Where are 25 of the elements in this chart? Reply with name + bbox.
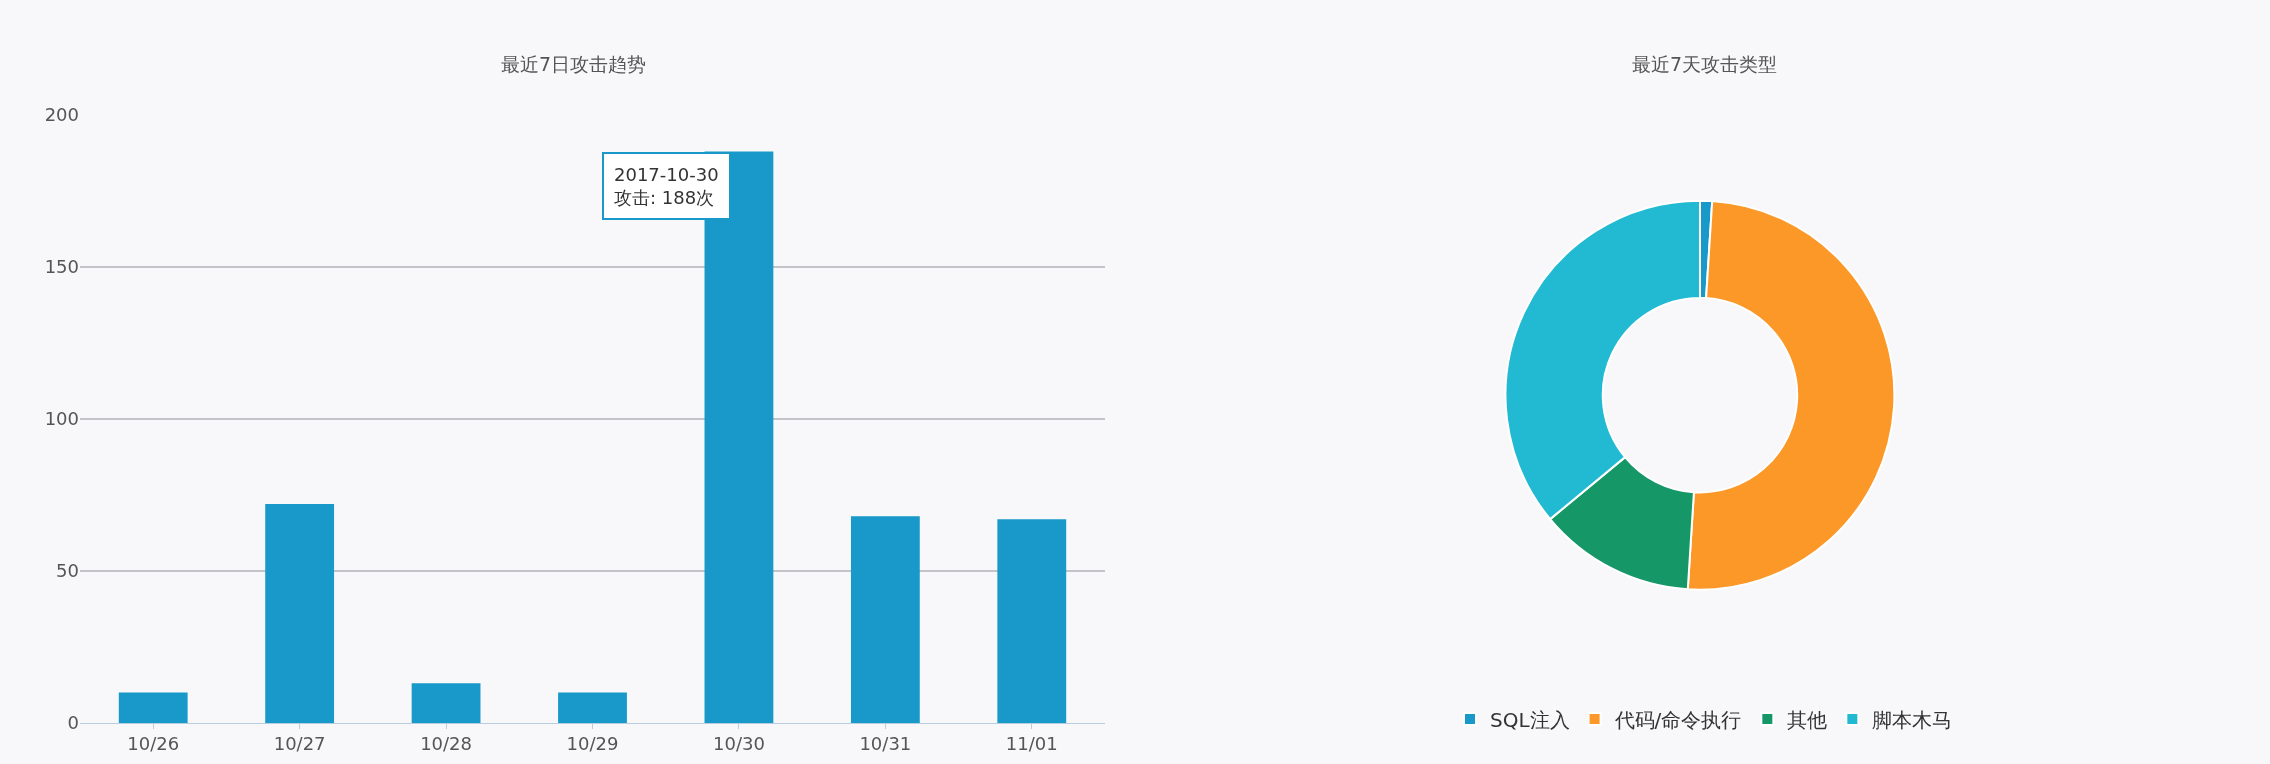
- x-tick-label: 10/29: [566, 733, 619, 755]
- y-tick-label: 200: [44, 104, 79, 126]
- x-tick-label: 10/31: [859, 733, 912, 755]
- x-tick-label: 11/01: [1005, 733, 1058, 755]
- y-tick-label: 100: [44, 408, 79, 430]
- legend-label: 其他: [1787, 707, 1828, 732]
- bar: [265, 504, 335, 723]
- y-tick-label: 150: [44, 256, 79, 278]
- annotation: 2017-10-30 攻击: 188次: [614, 164, 719, 209]
- legend-label: 脚本木马: [1872, 707, 1953, 732]
- x-tick-label: 10/28: [420, 733, 473, 755]
- x-tick-label: 10/30: [712, 733, 765, 755]
- legend-label: SQL注入: [1490, 707, 1570, 732]
- bar: [850, 516, 920, 723]
- legend-label: 代码/命令执行: [1613, 707, 1742, 732]
- bar: [558, 692, 627, 723]
- bar: [411, 683, 481, 723]
- y-tick-label: 50: [56, 560, 79, 582]
- y-tick-label: 0: [67, 712, 79, 734]
- bar: [997, 519, 1067, 723]
- bar: [118, 692, 188, 723]
- x-tick-label: 10/26: [127, 733, 180, 755]
- chart-title: 最近7天攻击类型: [1632, 53, 1778, 75]
- x-tick-label: 10/27: [273, 733, 326, 755]
- chart-title: 最近7日攻击趋势: [501, 53, 647, 75]
